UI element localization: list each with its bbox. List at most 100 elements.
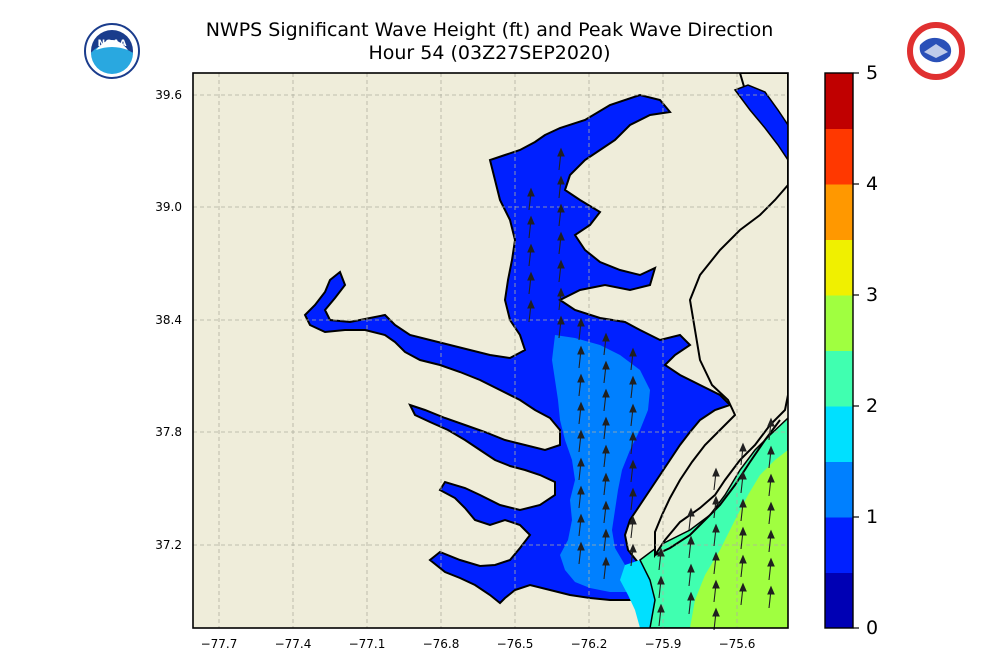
delaware-water [733,84,788,162]
wave-arrow-head [629,487,637,497]
colorbar-tick-label: 2 [866,395,878,417]
wave-arrow-head [712,579,720,589]
colorbar-ticks [853,72,859,629]
wave-arrow-head [657,575,665,585]
wave-arrow-head [767,529,775,539]
wave-arrow-head [767,445,775,455]
longitude-axis: −77.7 −77.4 −77.1 −76.8 −76.5 −76.2 −75.… [201,637,756,651]
wave-arrow-head [577,429,585,439]
wave-arrow-head [577,541,585,551]
wave-arrow-head [602,472,610,482]
wave-arrow-head [557,203,565,213]
map-gridlines [193,73,788,628]
wave-arrow-head [527,299,535,309]
wave-arrow-head [739,582,747,592]
colorbar-labels: 0 1 2 3 4 5 [866,62,878,639]
wave-arrow-head [527,243,535,253]
wave-arrow-head [527,215,535,225]
wave-arrow-head [602,416,610,426]
wave-arrow-head [712,467,720,477]
wave-arrow-head [577,345,585,355]
wave-arrow-head [602,444,610,454]
wave-arrow-head [527,271,535,281]
wave-arrow-head [629,459,637,469]
lon-tick-label: −75.6 [719,637,756,651]
colorbar-band [825,406,853,462]
lon-tick-label: −76.8 [423,637,460,651]
wave-arrow-head [687,591,695,601]
delmarva-land [654,73,788,559]
lon-tick-label: −76.2 [571,637,608,651]
lat-tick-label: 39.6 [155,88,182,102]
wave-arrow-head [557,175,565,185]
wave-arrow-head [629,431,637,441]
wave-arrow-head [629,543,637,553]
wave-arrow-head [687,563,695,573]
nws-logo [907,22,965,80]
colorbar-band [825,239,853,296]
wave-arrow-head [557,287,565,297]
wave-arrow-head [577,513,585,523]
colorbar-border [824,72,854,629]
wave-arrow-head [767,473,775,483]
wave-arrow-head [767,501,775,511]
wave-arrow-head [629,515,637,525]
lat-tick-label: 37.2 [155,538,182,552]
wave-arrow-head [557,231,565,241]
lat-tick-label: 39.0 [155,200,182,214]
lon-tick-label: −77.1 [349,637,386,651]
wave-arrow-head [767,585,775,595]
svg-text:NOAA: NOAA [98,39,127,49]
lon-tick-label: −76.5 [497,637,534,651]
colorbar-tick-label: 0 [866,617,878,639]
wave-arrow-head [577,317,585,327]
wave-arrow-head [739,470,747,480]
wave-arrow-head [602,332,610,342]
wave-arrow-head [657,547,665,557]
noaa-logo: NOAA [84,23,140,79]
lon-tick-label: −77.7 [201,637,238,651]
colorbar-tick-label: 1 [866,506,878,528]
lat-tick-label: 38.4 [155,313,182,327]
wave-arrow-head [602,556,610,566]
wave-arrow-head [629,347,637,357]
wave-arrow-head [602,388,610,398]
colorbar-band [825,128,853,185]
wave-arrow-head [767,557,775,567]
wave-arrow-head [712,523,720,533]
colorbar-band [825,572,853,629]
wave-direction-arrows [527,147,775,631]
wave-arrow-head [739,554,747,564]
wave-arrow-head [602,500,610,510]
wave-arrow-head [629,375,637,385]
wave-arrow-head [577,401,585,411]
wave-arrow-head [527,187,535,197]
wave-arrow-head [557,259,565,269]
wave-arrow-head [712,495,720,505]
map-subtitle: Hour 54 (03Z27SEP2020) [368,42,611,64]
wave-arrow-head [712,551,720,561]
colorbar-band [825,350,853,407]
colorbar-band [825,517,853,573]
wave-arrow-head [712,607,720,617]
wave-arrow-head [577,457,585,467]
wave-arrow-head [602,528,610,538]
colorbar: 0 1 2 3 4 5 [824,62,878,639]
map-border [192,72,789,629]
colorbar-tick-label: 3 [866,284,878,306]
wave-arrow-head [687,535,695,545]
lat-tick-label: 37.8 [155,425,182,439]
wave-arrow-head [602,360,610,370]
wave-arrow-head [577,485,585,495]
wave-arrow-head [557,315,565,325]
colorbar-band [825,295,853,351]
wave-arrow-head [687,507,695,517]
map-title: NWPS Significant Wave Height (ft) and Pe… [205,19,774,41]
latitude-axis: 39.6 39.0 38.4 37.8 37.2 [155,88,182,552]
wave-arrow-head [767,417,775,427]
wave-arrow-head [557,147,565,157]
colorbar-band [825,461,853,518]
colorbar-tick-label: 4 [866,173,878,195]
colorbar-tick-label: 5 [866,62,878,84]
